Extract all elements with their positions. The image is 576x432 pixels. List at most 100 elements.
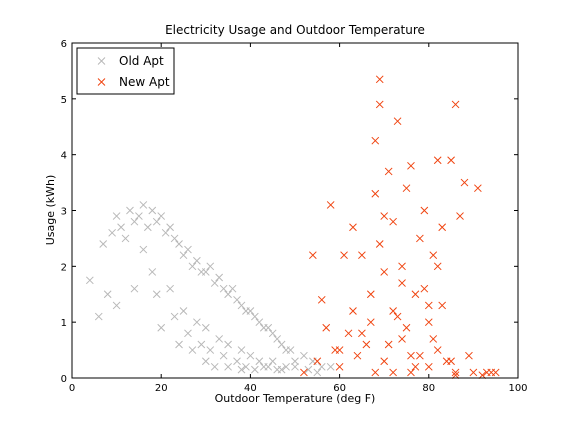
marker [366, 318, 375, 327]
y-tick-label: 1 [61, 318, 67, 329]
marker [456, 212, 464, 220]
marker [389, 307, 397, 315]
marker [429, 335, 438, 343]
marker [474, 184, 482, 193]
marker [206, 346, 215, 354]
marker [358, 251, 366, 260]
marker [358, 329, 366, 338]
marker [375, 100, 384, 109]
marker [416, 351, 424, 360]
marker [130, 284, 139, 293]
marker [353, 351, 362, 360]
marker [469, 368, 478, 377]
marker [384, 340, 393, 349]
marker [402, 323, 411, 332]
marker [375, 240, 384, 248]
marker [273, 365, 282, 374]
marker [282, 362, 290, 371]
marker [349, 223, 357, 232]
marker [273, 335, 282, 343]
marker [197, 340, 206, 349]
marker [210, 362, 219, 371]
marker [389, 217, 397, 226]
marker [407, 161, 415, 170]
marker [268, 357, 277, 366]
marker [451, 368, 460, 377]
marker [179, 307, 188, 315]
marker [380, 212, 389, 220]
marker [99, 240, 108, 248]
marker [277, 340, 286, 349]
marker [264, 323, 273, 332]
marker [224, 290, 232, 299]
marker [201, 357, 210, 366]
marker [398, 262, 406, 271]
marker [317, 295, 326, 304]
marker [371, 368, 380, 377]
marker [335, 346, 344, 354]
marker [228, 284, 237, 293]
marker [224, 340, 232, 349]
marker [224, 362, 232, 371]
marker [237, 346, 246, 354]
marker [291, 357, 299, 366]
legend-marker [97, 57, 106, 65]
legend: Old Apt New Apt [76, 47, 175, 95]
marker [85, 276, 94, 285]
marker [407, 368, 415, 377]
marker [447, 357, 455, 366]
marker [148, 268, 157, 276]
marker [188, 262, 197, 271]
marker [139, 201, 148, 209]
marker [251, 365, 259, 374]
legend-label: Old Apt [119, 54, 164, 68]
marker [112, 301, 121, 310]
marker [179, 251, 188, 260]
marker [233, 295, 241, 304]
marker [161, 228, 170, 237]
marker [491, 368, 500, 377]
x-tick-label: 60 [333, 383, 346, 394]
marker [393, 117, 402, 126]
marker [384, 167, 393, 176]
marker [117, 223, 125, 232]
marker [398, 335, 406, 343]
marker [349, 307, 357, 315]
marker [166, 284, 174, 293]
marker [465, 351, 473, 360]
marker [344, 329, 353, 338]
marker [429, 251, 438, 260]
marker [398, 279, 406, 287]
legend-label: New Apt [119, 75, 170, 89]
x-tick-label: 40 [244, 383, 257, 394]
marker [411, 362, 420, 371]
marker [380, 357, 389, 366]
marker [286, 346, 295, 354]
x-tick-label: 20 [155, 383, 168, 394]
marker [362, 340, 371, 349]
marker [300, 368, 308, 377]
marker [433, 156, 442, 165]
marker [170, 312, 179, 321]
marker [259, 362, 268, 371]
marker [411, 290, 420, 299]
marker [201, 323, 210, 332]
marker [313, 357, 322, 366]
marker [170, 234, 179, 243]
marker [380, 268, 389, 276]
marker [308, 251, 317, 260]
y-tick-label: 3 [61, 207, 67, 218]
marker [210, 279, 219, 287]
marker [148, 206, 157, 215]
marker [326, 362, 335, 371]
marker [139, 245, 148, 254]
marker [416, 234, 424, 243]
marker [175, 240, 183, 248]
y-tick-label: 5 [61, 95, 67, 106]
marker [371, 189, 380, 198]
y-axis-label: Usage (kWh) [44, 175, 57, 246]
x-tick-label: 0 [69, 383, 75, 394]
x-tick-label: 80 [422, 383, 435, 394]
marker [108, 228, 116, 237]
